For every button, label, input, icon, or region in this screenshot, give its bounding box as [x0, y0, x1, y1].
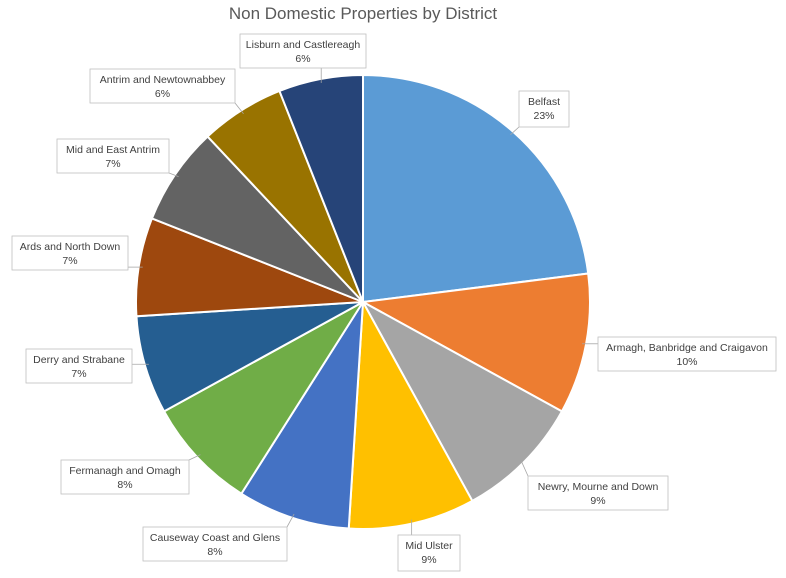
data-label-name: Causeway Coast and Glens	[150, 532, 280, 544]
data-label-name: Fermanagh and Omagh	[69, 465, 181, 477]
data-label-box	[597, 336, 777, 372]
data-label: Ards and North Down 7%	[11, 235, 129, 271]
data-label: Mid Ulster 9%	[397, 534, 461, 572]
data-label-percent: 9%	[590, 495, 605, 507]
leader-lines	[128, 68, 598, 535]
data-label-box	[60, 459, 190, 495]
data-label-name: Mid Ulster	[405, 540, 453, 552]
data-label-name: Antrim and Newtownabbey	[100, 74, 226, 86]
data-label-name: Newry, Mourne and Down	[538, 481, 659, 493]
data-label: Lisburn and Castlereagh 6%	[239, 33, 367, 69]
data-label-box	[239, 33, 367, 69]
data-label-box	[89, 68, 236, 104]
pie-slice-lisburn-and-castlereagh	[278, 73, 364, 303]
data-label-name: Lisburn and Castlereagh	[246, 39, 361, 51]
leader-line	[510, 126, 520, 136]
data-label-percent: 7%	[62, 255, 77, 267]
data-label-name: Mid and East Antrim	[66, 144, 160, 156]
pie-slice-mid-ulster	[347, 298, 474, 530]
data-label-percent: 7%	[71, 368, 86, 380]
pie-slices	[135, 73, 591, 530]
data-label-box	[142, 526, 288, 562]
data-label-box	[518, 90, 570, 128]
leader-line	[234, 102, 244, 114]
pie-slice-causeway-coast-and-glens	[239, 301, 364, 530]
data-label-box	[25, 348, 133, 384]
data-label-percent: 10%	[676, 356, 697, 368]
data-label-box	[527, 475, 669, 511]
pie-slice-fermanagh-and-omagh	[162, 301, 364, 496]
leader-line	[520, 459, 529, 477]
chart-title: Non Domestic Properties by District	[228, 4, 498, 23]
data-label: Fermanagh and Omagh 8%	[60, 459, 190, 495]
leader-line	[168, 172, 179, 178]
data-label-percent: 6%	[295, 53, 310, 65]
pie-slice-belfast	[362, 73, 590, 304]
data-label-percent: 8%	[117, 479, 132, 491]
data-label: Causeway Coast and Glens 8%	[142, 526, 288, 562]
leader-line	[188, 454, 201, 461]
data-label-name: Belfast	[528, 96, 560, 108]
data-label: Armagh, Banbridge and Craigavon 10%	[597, 336, 777, 372]
data-label-name: Armagh, Banbridge and Craigavon	[606, 342, 768, 354]
data-label: Antrim and Newtownabbey 6%	[89, 68, 236, 104]
data-label-name: Derry and Strabane	[33, 354, 125, 366]
data-label-percent: 6%	[155, 88, 170, 100]
data-label-box	[56, 138, 170, 174]
data-label-box	[11, 235, 129, 271]
data-label: Mid and East Antrim 7%	[56, 138, 170, 174]
data-label-percent: 9%	[421, 554, 436, 566]
pie-slice-armagh-banbridge-and-craigavon	[359, 272, 591, 413]
data-label-percent: 8%	[207, 546, 222, 558]
data-label-box	[397, 534, 461, 572]
data-label-percent: 7%	[105, 158, 120, 170]
data-label-percent: 23%	[533, 110, 554, 122]
data-label: Newry, Mourne and Down 9%	[527, 475, 669, 511]
leader-line	[286, 513, 295, 528]
data-label: Belfast 23%	[518, 90, 570, 128]
data-label: Derry and Strabane 7%	[25, 348, 133, 384]
data-label-name: Ards and North Down	[20, 241, 121, 253]
pie-slice-newry-mourne-and-down	[360, 299, 564, 503]
data-labels: Belfast 23% Armagh, Banbridge and Craigavo…	[11, 33, 777, 572]
